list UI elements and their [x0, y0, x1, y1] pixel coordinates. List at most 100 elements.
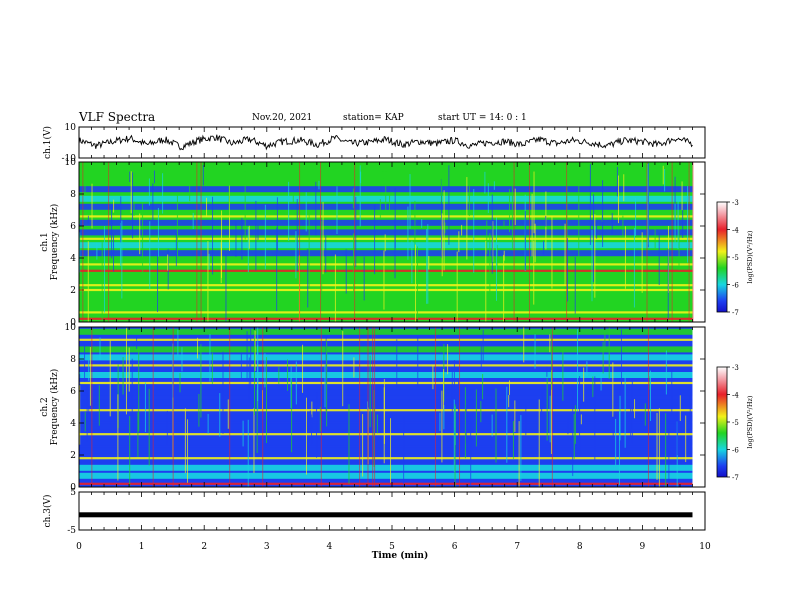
spectral-streak — [166, 410, 168, 445]
spectral-streak — [503, 250, 505, 261]
spectral-streak — [664, 168, 666, 192]
spectral-streak — [84, 344, 86, 382]
spectral-streak — [520, 415, 522, 481]
ch1-colorbar: -3 -4 -5 -6 -7 log(PSD)(V²/Hz) — [716, 199, 754, 317]
spectral-streak — [207, 241, 209, 322]
spectral-streak — [617, 175, 619, 224]
spectral-streak — [246, 331, 248, 382]
spectral-streak — [594, 376, 596, 460]
spectral-streak — [546, 378, 548, 441]
frequency-band — [79, 338, 693, 341]
spectral-streak — [295, 231, 297, 279]
spectral-streak — [503, 254, 505, 322]
spectral-streak — [86, 386, 88, 442]
spectral-streak — [616, 166, 618, 197]
spectral-streak — [157, 207, 159, 257]
spectral-streak — [396, 339, 398, 388]
spectral-streak — [334, 254, 336, 322]
frequency-band — [79, 288, 693, 292]
sferic-streak — [172, 327, 174, 487]
y-tick-label: 10 — [65, 158, 77, 168]
frequency-band — [79, 250, 693, 257]
frequency-band — [79, 381, 693, 385]
colorbar-tick-label: -4 — [732, 392, 739, 400]
spectral-streak — [225, 254, 227, 322]
spectral-streak — [487, 183, 489, 214]
frequency-band — [79, 423, 693, 430]
spectral-streak — [84, 182, 86, 194]
sferic-streak — [262, 327, 264, 487]
spectral-streak — [276, 197, 278, 252]
spectral-streak — [665, 350, 667, 395]
spectral-streak — [545, 215, 547, 227]
spectral-streak — [427, 224, 429, 304]
spectral-streak — [247, 419, 249, 487]
spectral-streak — [136, 338, 138, 349]
spectral-streak — [390, 418, 392, 483]
y-tick-label: 5 — [70, 488, 76, 498]
sferic-streak — [91, 327, 93, 487]
frequency-band — [79, 372, 693, 378]
spectral-streak — [443, 369, 445, 409]
spectral-streak — [618, 411, 620, 486]
spectral-streak — [240, 352, 242, 381]
spectral-streak — [228, 177, 230, 216]
spectral-streak — [389, 192, 391, 211]
frequency-band — [79, 482, 693, 485]
spectral-streak — [687, 186, 689, 263]
spectral-streak — [288, 181, 290, 241]
colorbar-tick-label: -7 — [732, 474, 739, 482]
spectral-streak — [447, 344, 449, 375]
sferic-streak — [647, 327, 649, 487]
colorbar-gradient — [716, 201, 728, 313]
spectral-streak — [264, 353, 266, 388]
sferic-streak — [434, 327, 436, 487]
sferic-streak — [551, 327, 553, 487]
x-tick-label: 5 — [389, 542, 395, 552]
spectral-streak — [538, 399, 540, 487]
spectral-streak — [448, 165, 450, 245]
y-tick-label: 2 — [70, 451, 76, 461]
spectral-streak — [142, 203, 144, 273]
spectral-streak — [574, 256, 576, 314]
spectral-streak — [125, 327, 127, 415]
frequency-band — [79, 303, 693, 309]
date-label: Nov.20, 2021 — [252, 113, 313, 123]
spectral-streak — [383, 250, 385, 310]
spectral-streak — [120, 196, 122, 243]
y-axis-label: ch.1(V) — [42, 126, 53, 159]
spectral-streak — [612, 415, 614, 451]
spectral-streak — [508, 395, 510, 408]
frequency-band — [79, 464, 693, 471]
sferic-streak — [299, 162, 301, 322]
spectral-streak — [572, 389, 574, 477]
sferic-streak — [671, 162, 673, 322]
spectral-streak — [624, 374, 626, 448]
sferic-streak — [354, 162, 356, 322]
sferic-streak — [229, 327, 231, 487]
spectral-streak — [98, 385, 100, 426]
spectral-streak — [647, 163, 649, 245]
sferic-streak — [320, 327, 322, 487]
spectral-streak — [583, 367, 585, 402]
spectral-streak — [241, 217, 243, 260]
spectral-streak — [682, 207, 684, 238]
spectral-streak — [409, 174, 411, 229]
spectral-streak — [495, 388, 497, 463]
spectral-streak — [79, 385, 81, 445]
panel-frame — [78, 491, 706, 531]
spectral-streak — [394, 218, 396, 279]
colorbar-tick-label: -5 — [732, 254, 739, 262]
spectral-streak — [266, 357, 268, 444]
spectral-streak — [453, 399, 455, 473]
frequency-band — [79, 242, 693, 249]
spectral-streak — [316, 392, 318, 458]
spectral-streak — [514, 188, 516, 226]
spectral-streak — [129, 416, 131, 487]
x-tick-label: 1 — [139, 542, 145, 552]
spectral-streak — [586, 361, 588, 377]
frequency-band — [79, 472, 693, 479]
spectral-streak — [623, 174, 625, 202]
spectral-streak — [534, 334, 536, 369]
spectral-streak — [543, 240, 544, 255]
